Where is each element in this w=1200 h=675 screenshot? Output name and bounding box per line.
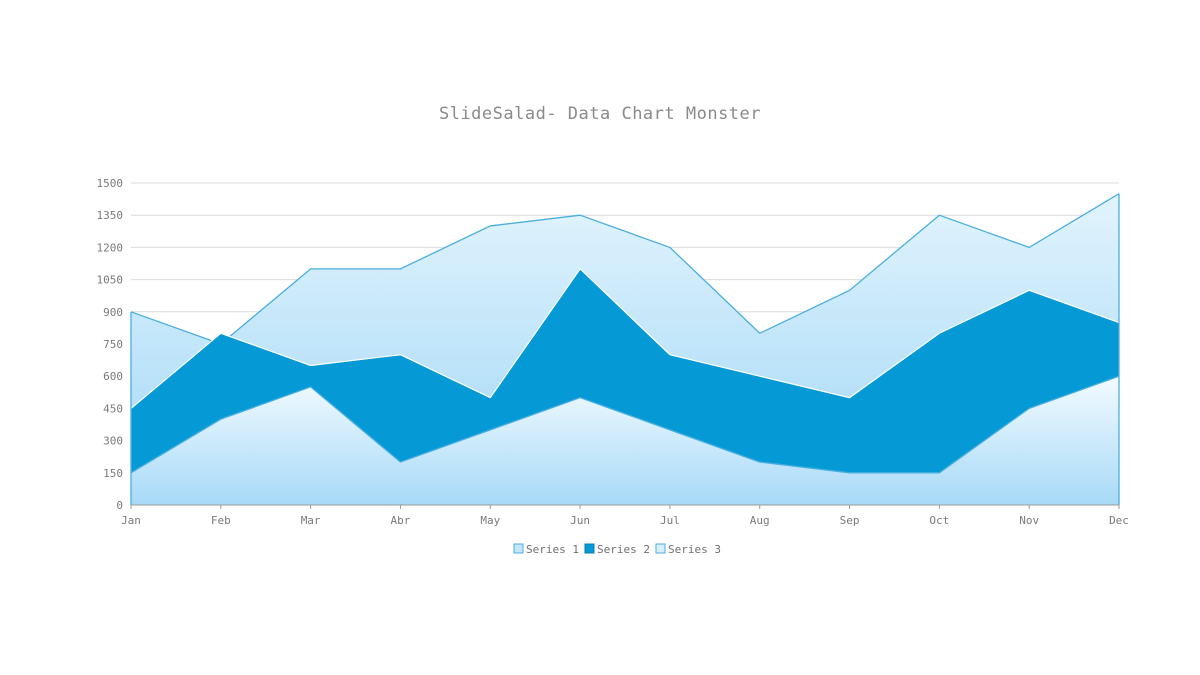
legend-label: Series 2 bbox=[597, 543, 650, 556]
y-tick-label: 900 bbox=[103, 306, 123, 319]
x-tick-label: Nov bbox=[1019, 514, 1039, 527]
series-3-line bbox=[130, 375, 1120, 474]
y-tick-label: 150 bbox=[103, 467, 123, 480]
y-tick-label: 600 bbox=[103, 370, 123, 383]
x-tick-label: Oct bbox=[929, 514, 949, 527]
x-tick-label: Mar bbox=[301, 514, 321, 527]
x-tick-label: Jun bbox=[570, 514, 590, 527]
y-tick-label: 1350 bbox=[97, 209, 124, 222]
x-tick-label: Sep bbox=[840, 514, 860, 527]
chart-title: SlideSalad- Data Chart Monster bbox=[438, 104, 762, 124]
legend-item-series-1: Series 1 bbox=[513, 543, 579, 556]
series-2-line bbox=[130, 267, 1120, 409]
x-tick-label: Jul bbox=[660, 514, 680, 527]
series-1-line bbox=[130, 193, 1120, 345]
y-tick-label: 1200 bbox=[97, 241, 124, 254]
legend-swatch bbox=[584, 543, 595, 554]
legend-label: Series 1 bbox=[526, 543, 579, 556]
legend-swatch bbox=[513, 543, 524, 554]
x-tick-label: Dec bbox=[1109, 514, 1129, 527]
x-tick-label: Feb bbox=[211, 514, 231, 527]
y-tick-label: 300 bbox=[103, 435, 123, 448]
y-axis-ticks: 0 150 300 450 600 750 900 1050 1200 1350 1500 bbox=[97, 177, 124, 512]
y-tick-label: 750 bbox=[103, 338, 123, 351]
x-tick-label: Aug bbox=[750, 514, 770, 527]
x-tick-label: May bbox=[480, 514, 500, 527]
x-tick-label: Abr bbox=[391, 514, 411, 527]
y-tick-label: 450 bbox=[103, 402, 123, 415]
legend: Series 1 Series 2 Series 3 bbox=[513, 543, 721, 556]
legend-item-series-2: Series 2 bbox=[584, 543, 650, 556]
legend-swatch bbox=[655, 543, 666, 554]
legend-item-series-3: Series 3 bbox=[655, 543, 721, 556]
x-axis-ticks: Jan Feb Mar Abr May Jun Jul Aug Sep Oct Nov Dec bbox=[121, 505, 1129, 527]
y-tick-label: 1500 bbox=[97, 177, 124, 190]
y-tick-label: 0 bbox=[116, 499, 123, 512]
y-tick-label: 1050 bbox=[97, 274, 124, 287]
series-areas bbox=[130, 193, 1120, 505]
x-tick-label: Jan bbox=[121, 514, 141, 527]
axes bbox=[130, 193, 1120, 506]
legend-label: Series 3 bbox=[668, 543, 721, 556]
